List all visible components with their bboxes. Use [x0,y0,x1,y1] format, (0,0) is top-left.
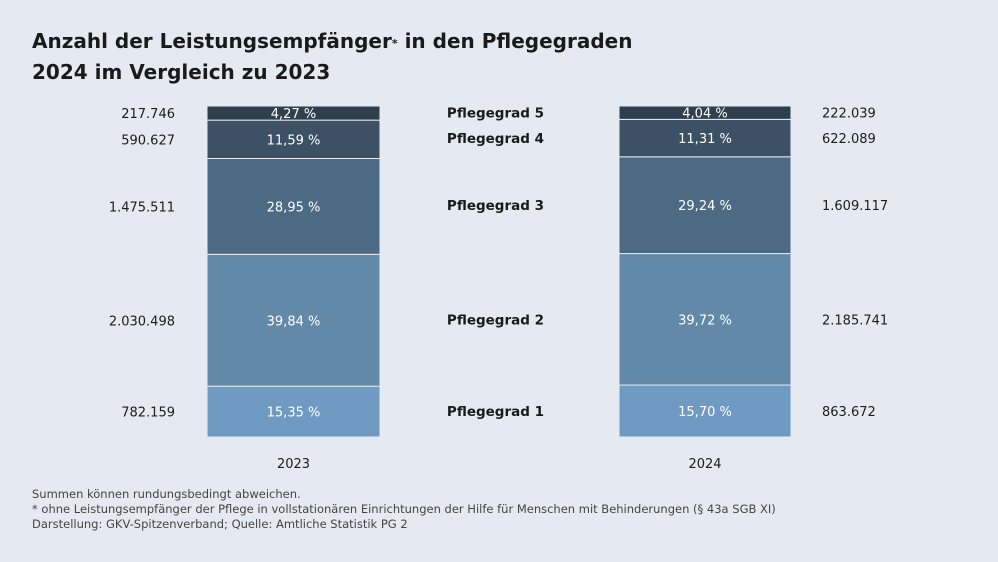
title-line-1: Anzahl der Leistungsempfänger* in den Pf… [32,29,633,53]
count-label-2023-pg5: 217.746 [121,107,175,122]
x-axis-label-2023: 2023 [277,457,310,472]
percent-label-2024-pg5: 4,04 % [682,107,727,122]
chart-footer: Summen können rundungsbedingt abweichen.… [32,487,776,532]
bar-segment-2023-pg5 [206,105,381,121]
bar-segment-2023-pg1 [206,385,381,438]
legend-label-pg3: Pflegegrad 3 [447,198,544,214]
percent-label-2023-pg2: 39,84 % [267,314,321,329]
bar-segment-2024-pg5 [618,105,792,120]
percent-label-2023-pg5: 4,27 % [271,107,316,122]
legend-label-pg2: Pflegegrad 2 [447,312,544,328]
bar-segment-2024-pg4 [618,118,792,158]
x-axis-label-2024: 2024 [688,457,721,472]
percent-label-2023-pg1: 15,35 % [267,406,321,421]
count-label-2024-pg3: 1.609.117 [822,199,888,214]
percent-label-2024-pg1: 15,70 % [678,405,732,420]
legend-label-pg1: Pflegegrad 1 [447,404,544,420]
bar-segment-2024-pg3 [618,156,792,255]
chart-title: Anzahl der Leistungsempfänger* in den Pf… [32,26,632,88]
count-label-2023-pg2: 2.030.498 [109,314,175,329]
count-label-2024-pg1: 863.672 [822,405,876,420]
count-label-2023-pg4: 590.627 [121,133,175,148]
title-footnote-mark: * [391,37,398,50]
percent-label-2023-pg4: 11,59 % [267,133,321,148]
footnote-definition: * ohne Leistungsempfänger der Pflege in … [32,502,776,516]
footnote-source: Darstellung: GKV-Spitzenverband; Quelle:… [32,517,408,531]
count-label-2024-pg5: 222.039 [822,107,876,122]
percent-label-2024-pg2: 39,72 % [678,313,732,328]
legend-label-pg5: Pflegegrad 5 [447,106,544,122]
count-label-2023-pg3: 1.475.511 [109,200,175,215]
legend-label-pg4: Pflegegrad 4 [447,131,544,147]
percent-label-2023-pg3: 28,95 % [267,200,321,215]
footnote-rounding: Summen können rundungsbedingt abweichen. [32,487,301,501]
percent-label-2024-pg4: 11,31 % [678,132,732,147]
count-label-2024-pg2: 2.185.741 [822,313,888,328]
stacked-bar-chart: 15,35 % 782.159 39,84 % 2.030.498 28,95 % 1.4… [109,105,888,472]
title-line-2: 2024 im Vergleich zu 2023 [32,60,331,84]
percent-label-2024-pg3: 29,24 % [678,199,732,214]
count-label-2023-pg1: 782.159 [121,406,175,421]
count-label-2024-pg4: 622.089 [822,132,876,147]
